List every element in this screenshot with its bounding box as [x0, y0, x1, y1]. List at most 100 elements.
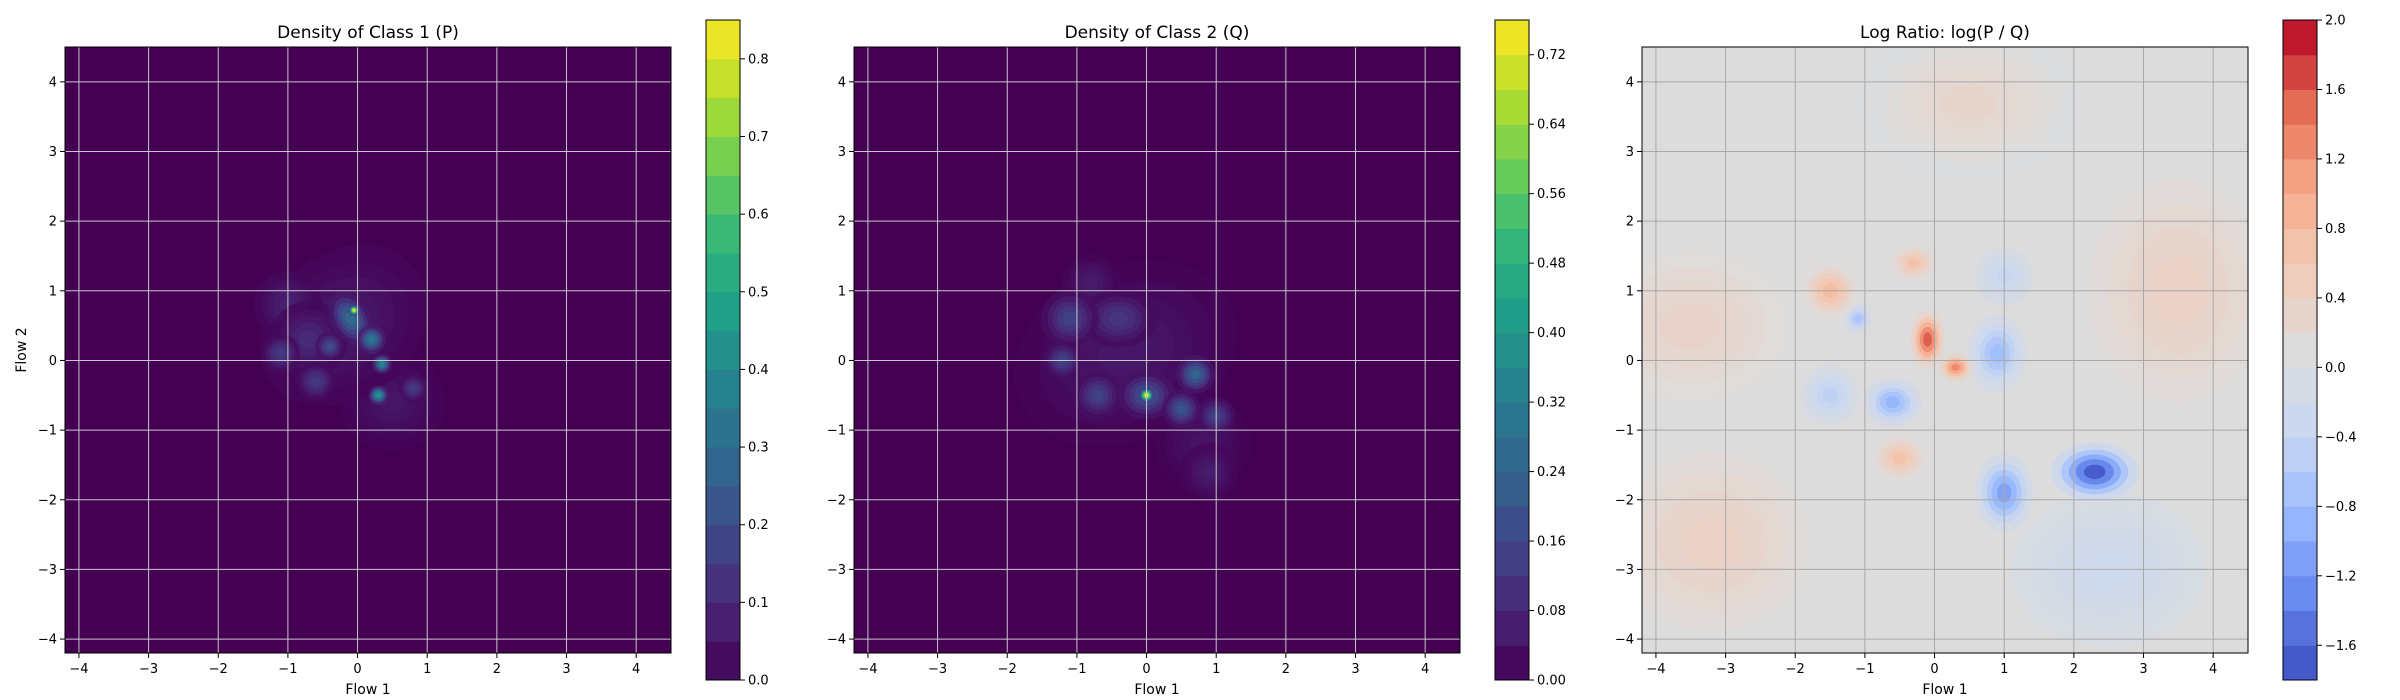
colorbar-tick-label: 1.2 [2325, 152, 2346, 167]
density-contour [1822, 388, 1838, 403]
y-tick-label: 4 [49, 75, 57, 90]
density-contour [379, 361, 385, 367]
panel-log-ratio: Log Ratio: log(P / Q) −4 −3 −2 −1 0 1 2 3 4 −4 −3… [1615, 14, 2357, 699]
colorbar-tick-label: 0.0 [748, 674, 769, 689]
y-tick-label: 0 [1626, 354, 1634, 369]
y-tick-label: −2 [38, 493, 57, 508]
density-contour [1109, 311, 1129, 326]
density-region [1642, 425, 1838, 653]
y-tick-label: 3 [1626, 145, 1634, 160]
colorbar-frame [2282, 19, 2318, 681]
y-tick-label: −1 [827, 424, 846, 439]
colorbar-level [706, 252, 740, 293]
colorbar-level [1495, 263, 1529, 299]
colorbar-tick-label: 0.3 [748, 441, 769, 456]
colorbar-level [2283, 124, 2317, 160]
colorbar-level [1495, 541, 1529, 577]
colorbar-level [1495, 20, 1529, 56]
colorbar-tick-label: 1.6 [2325, 83, 2346, 98]
x-tick-label: 2 [493, 662, 501, 677]
density-contour [1990, 343, 2005, 364]
y-tick-label: 2 [838, 215, 846, 230]
x-tick-label: 0 [1930, 662, 1938, 677]
density-contour [2083, 464, 2106, 480]
colorbar-level [1495, 228, 1529, 264]
density-region [372, 354, 392, 374]
x-ticks: −4 −3 −2 −1 0 1 2 3 4 [1646, 653, 2217, 677]
density-region [356, 325, 386, 355]
colorbar-level [2283, 228, 2317, 264]
density-region [1853, 47, 2086, 181]
x-tick-label: 4 [2209, 662, 2217, 677]
density-contour [1885, 396, 1900, 409]
colorbar-level [2283, 506, 2317, 542]
x-tick-label: 3 [562, 662, 570, 677]
colorbar-tick-label: −0.8 [2325, 500, 2357, 515]
density-region [398, 373, 428, 403]
x-axis-label: Flow 1 [1134, 682, 1179, 698]
density-region [348, 304, 360, 317]
colorbar-tick-label: 0.16 [1537, 535, 1566, 550]
colorbar-level [2283, 610, 2317, 646]
y-tick-label: −4 [38, 633, 57, 648]
colorbar-level [1495, 54, 1529, 90]
y-tick-label: −2 [1615, 493, 1634, 508]
colorbar-tick-label: 0.8 [2325, 222, 2346, 237]
density-contour [299, 329, 319, 350]
colorbar-level [706, 641, 740, 681]
density-region [2051, 442, 2139, 501]
colorbar-level [706, 291, 740, 332]
colorbar-level [1495, 89, 1529, 125]
x-tick-label: −2 [209, 662, 228, 677]
gridlines [1642, 47, 2248, 653]
colorbar-level [1495, 575, 1529, 612]
colorbar-tick-label: −1.2 [2325, 569, 2357, 584]
colorbar-tick-label: 0.4 [748, 363, 769, 378]
density-region [1073, 371, 1122, 420]
plot-frame [853, 46, 1461, 654]
colorbar-tick-label: −0.4 [2325, 430, 2357, 445]
colorbar-level [1495, 297, 1529, 334]
y-tick-label: 3 [838, 145, 846, 160]
y-ticks: −4 −3 −2 −1 0 1 2 3 4 [827, 75, 854, 648]
y-tick-label: 0 [49, 354, 57, 369]
colorbar-frame [1494, 19, 1530, 681]
density-region [315, 332, 345, 362]
colorbar-tick-label: 0.7 [748, 130, 769, 145]
density-contour [1062, 311, 1078, 326]
colorbar-level [2283, 332, 2317, 368]
density-region [1079, 289, 1158, 348]
density-region [1968, 314, 2027, 393]
y-tick-label: 2 [49, 215, 57, 230]
x-tick-label: 1 [423, 662, 431, 677]
y-tick-label: −1 [38, 424, 57, 439]
colorbar-level [2283, 367, 2317, 403]
colorbar-level [2283, 193, 2317, 229]
density-contour [1940, 83, 1999, 122]
colorbar-tick-label: 0.00 [1537, 674, 1566, 689]
plot-area [65, 47, 671, 653]
density-region [1910, 310, 1946, 369]
colorbar-level [706, 330, 740, 370]
y-tick-label: 2 [1626, 215, 1634, 230]
colorbar-level [1495, 124, 1529, 160]
x-ticks: −4 −3 −2 −1 0 1 2 3 4 [69, 653, 640, 677]
x-axis-label: Flow 1 [345, 682, 390, 698]
colorbar-level [706, 447, 740, 487]
y-tick-label: 4 [838, 75, 846, 90]
colorbar-level [1495, 506, 1529, 542]
x-tick-label: −2 [998, 662, 1017, 677]
colorbar-level [2283, 471, 2317, 507]
density-contour [367, 335, 376, 344]
gridlines [65, 47, 671, 653]
colorbar-level [1495, 193, 1529, 229]
colorbar-level [2283, 89, 2317, 125]
colorbar-tick-label: 0.2 [748, 518, 769, 533]
density-region [261, 334, 301, 373]
x-tick-label: −3 [1716, 662, 1735, 677]
y-tick-label: 1 [838, 284, 846, 299]
colorbar-level [2283, 645, 2317, 681]
colorbar-level [1495, 436, 1529, 473]
x-tick-label: 0 [353, 662, 361, 677]
y-tick-label: 4 [1626, 75, 1634, 90]
